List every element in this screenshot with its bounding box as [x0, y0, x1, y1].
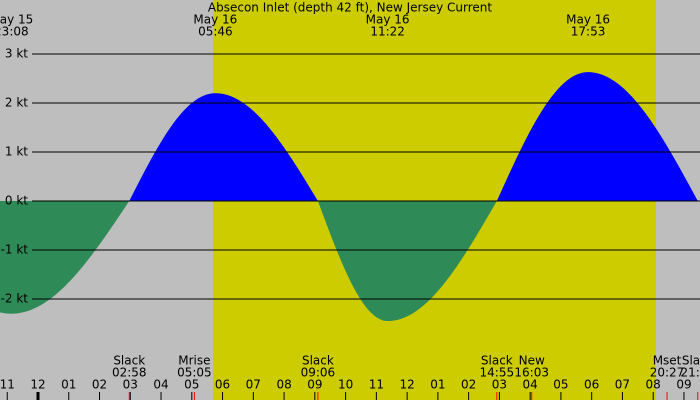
event-time: 16:03 — [514, 366, 549, 380]
max-date: May 16 — [193, 13, 237, 27]
x-tick-label: 06 — [584, 378, 599, 392]
x-tick-label: 04 — [523, 378, 538, 392]
event-time: 05:05 — [177, 366, 212, 380]
max-date: May 16 — [566, 13, 610, 27]
x-tick-label: 08 — [276, 378, 291, 392]
max-time: 17:53 — [571, 25, 606, 39]
y-tick-label: 1 kt — [5, 145, 28, 159]
x-tick-label: 01 — [430, 378, 445, 392]
x-tick-label: 01 — [61, 378, 76, 392]
max-time: 23:08 — [0, 25, 29, 39]
y-tick-label: 2 kt — [5, 96, 28, 110]
event-time: 09:06 — [301, 366, 336, 380]
current-lobe — [317, 201, 497, 322]
x-tick-label: 09 — [676, 378, 691, 392]
x-tick-label: 12 — [399, 378, 414, 392]
event-time: 20:27 — [650, 366, 685, 380]
x-tick-label: 12 — [30, 378, 45, 392]
x-tick-label: 05 — [184, 378, 199, 392]
x-tick-label: 02 — [461, 378, 476, 392]
y-tick-label: 0 kt — [5, 194, 28, 208]
max-time: 11:22 — [370, 25, 405, 39]
event-time: 21:27 — [681, 366, 700, 380]
y-tick-label: -2 kt — [1, 292, 29, 306]
x-tick-label: 09 — [307, 378, 322, 392]
event-label: New — [519, 354, 545, 368]
current-lobe — [496, 72, 698, 201]
event-label: Slack — [481, 354, 513, 368]
y-tick-label: -1 kt — [1, 243, 29, 257]
event-time: 14:55 — [480, 366, 515, 380]
max-date: May 16 — [366, 13, 410, 27]
x-tick-label: 03 — [123, 378, 138, 392]
x-tick-label: 05 — [553, 378, 568, 392]
x-tick-label: 08 — [646, 378, 661, 392]
event-label: Mrise — [178, 354, 210, 368]
x-tick-label: 07 — [246, 378, 261, 392]
x-tick-label: 10 — [338, 378, 353, 392]
x-tick-label: 11 — [369, 378, 384, 392]
x-tick-label: 03 — [492, 378, 507, 392]
event-label: Slack — [302, 354, 334, 368]
x-tick-label: 04 — [153, 378, 168, 392]
y-tick-label: 3 kt — [5, 47, 28, 61]
max-time: 05:46 — [198, 25, 233, 39]
event-time: 02:58 — [112, 366, 147, 380]
current-lobe — [0, 201, 130, 314]
event-label: Mset — [653, 354, 682, 368]
current-lobe — [129, 93, 318, 201]
x-tick-label: 11 — [0, 378, 15, 392]
x-tick-label: 02 — [92, 378, 107, 392]
chart-title: Absecon Inlet (depth 42 ft), New Jersey … — [208, 1, 492, 15]
event-label: Slack — [682, 354, 700, 368]
x-tick-label: 06 — [215, 378, 230, 392]
max-date: May 15 — [0, 13, 33, 27]
event-label: Slack — [113, 354, 145, 368]
x-tick-label: 07 — [615, 378, 630, 392]
